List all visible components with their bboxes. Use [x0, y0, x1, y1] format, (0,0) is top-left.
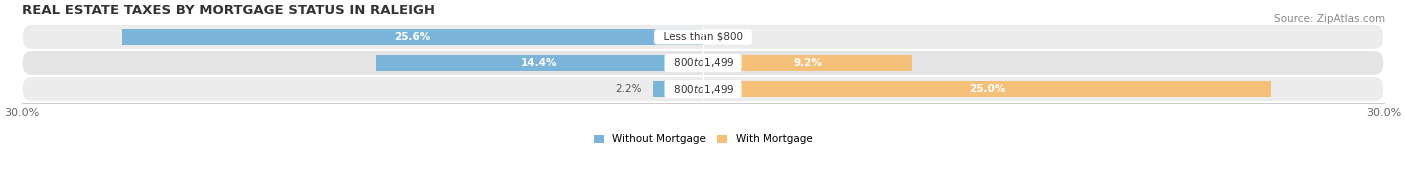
Text: 2.2%: 2.2%	[616, 84, 641, 94]
Text: 25.0%: 25.0%	[969, 84, 1005, 94]
FancyBboxPatch shape	[21, 50, 1385, 76]
Text: 14.4%: 14.4%	[522, 58, 558, 68]
Legend: Without Mortgage, With Mortgage: Without Mortgage, With Mortgage	[589, 130, 817, 148]
Text: 25.6%: 25.6%	[394, 32, 430, 42]
Text: REAL ESTATE TAXES BY MORTGAGE STATUS IN RALEIGH: REAL ESTATE TAXES BY MORTGAGE STATUS IN …	[21, 4, 434, 17]
Text: $800 to $1,499: $800 to $1,499	[666, 56, 740, 70]
Bar	[703, 81, 1271, 97]
Text: $800 to $1,499: $800 to $1,499	[666, 83, 740, 96]
FancyBboxPatch shape	[21, 76, 1385, 102]
Text: 9.2%: 9.2%	[793, 58, 823, 68]
FancyBboxPatch shape	[21, 24, 1385, 50]
Bar	[652, 81, 703, 97]
Text: 0.0%: 0.0%	[714, 32, 741, 42]
Bar	[703, 55, 912, 71]
Bar	[122, 29, 703, 45]
Bar	[375, 55, 703, 71]
Text: Less than $800: Less than $800	[657, 32, 749, 42]
Text: Source: ZipAtlas.com: Source: ZipAtlas.com	[1274, 14, 1385, 24]
